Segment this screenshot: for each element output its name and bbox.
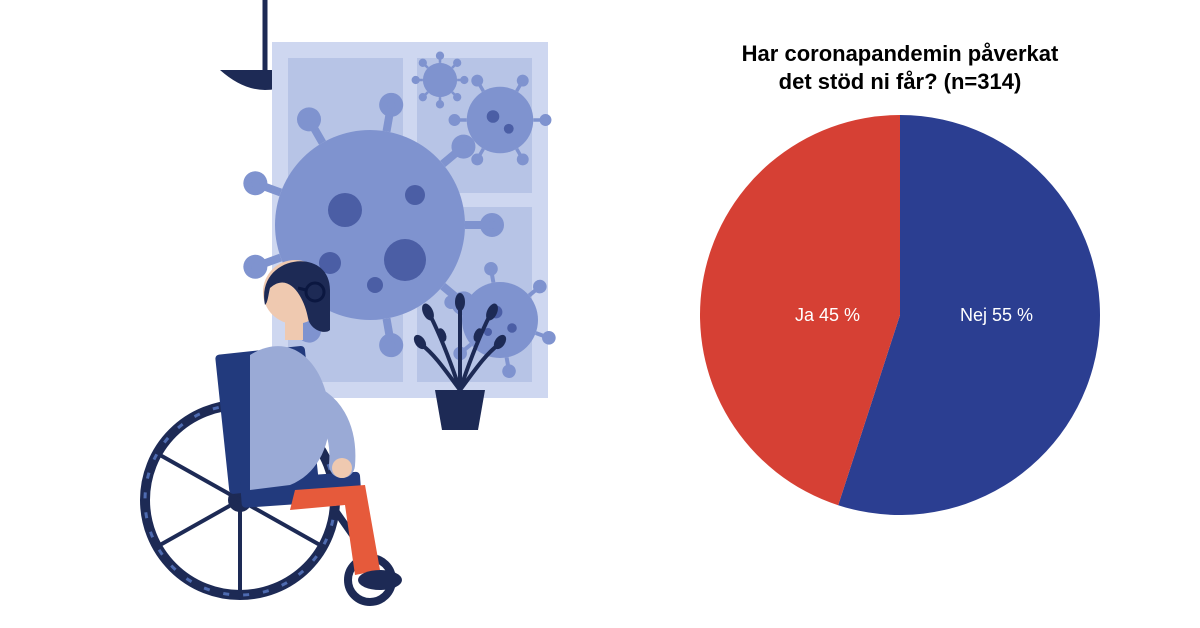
virus-tiny-icon — [413, 53, 467, 107]
illustration-panel — [70, 0, 570, 628]
pie-label-ja: Ja 45 % — [795, 305, 860, 326]
chart-title: Har coronapandemin påverkat det stöd ni … — [640, 40, 1160, 95]
stage: Har coronapandemin påverkat det stöd ni … — [0, 0, 1200, 628]
pie-svg — [700, 115, 1100, 515]
illustration-svg — [70, 0, 570, 628]
chart-panel: Har coronapandemin påverkat det stöd ni … — [640, 40, 1160, 515]
pie-chart: Nej 55 % Ja 45 % — [700, 115, 1100, 515]
pie-label-nej: Nej 55 % — [960, 305, 1033, 326]
